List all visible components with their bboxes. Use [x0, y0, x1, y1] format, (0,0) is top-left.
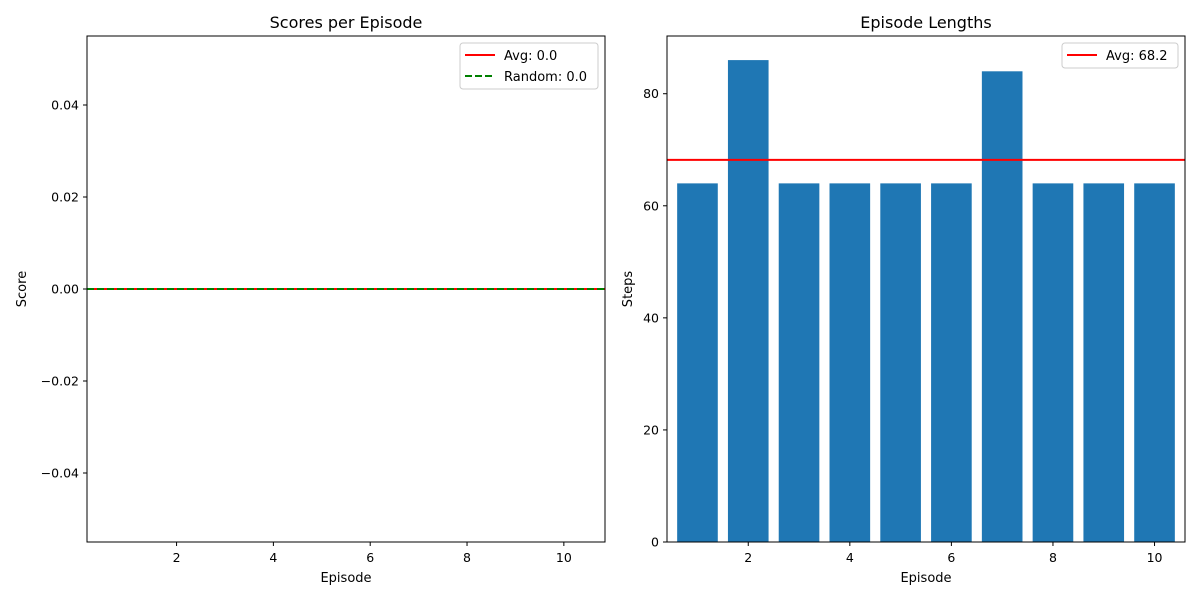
lengths-x-tick-label: 6	[947, 550, 955, 565]
scores-y-ticks: −0.04 −0.02 0.00 0.02 0.04	[41, 98, 87, 481]
scores-x-tick-label: 8	[463, 550, 471, 565]
lengths-bar-episode-7	[981, 71, 1023, 543]
lengths-y-tick-label: 0	[651, 535, 659, 550]
lengths-bar-episode-2	[727, 60, 769, 542]
scores-y-tick-label: −0.04	[41, 466, 79, 481]
scores-x-axis-label: Episode	[320, 571, 371, 586]
lengths-bar-episode-10	[1134, 183, 1175, 542]
scores-legend-avg-label: Avg: 0.0	[504, 49, 557, 64]
lengths-y-tick-label: 20	[643, 422, 659, 437]
lengths-y-ticks: 0 20 40 60 80	[643, 86, 667, 550]
lengths-bar-episode-8	[1032, 183, 1074, 542]
lengths-x-tick-label: 8	[1049, 550, 1057, 565]
scores-y-axis-label: Score	[15, 271, 30, 307]
lengths-bar-episode-1	[677, 183, 718, 542]
lengths-plot-area	[667, 60, 1185, 543]
scores-y-tick-label: 0.02	[51, 190, 79, 205]
scores-chart: Scores per Episode Episode Score 2 4 6 8 10 …	[15, 13, 606, 586]
lengths-legend-avg-label: Avg: 68.2	[1106, 49, 1168, 64]
scores-x-tick-label: 6	[366, 550, 374, 565]
lengths-bar-episode-3	[778, 183, 820, 542]
lengths-bar-episode-6	[931, 183, 972, 542]
lengths-legend: Avg: 68.2	[1061, 42, 1179, 69]
lengths-bar-episode-9	[1083, 183, 1125, 542]
lengths-bar-episode-5	[880, 183, 921, 542]
lengths-y-tick-label: 80	[643, 86, 659, 101]
scores-y-tick-label: −0.02	[41, 374, 79, 389]
lengths-x-tick-label: 4	[846, 550, 854, 565]
scores-y-tick-label: 0.04	[51, 98, 79, 113]
lengths-chart-title: Episode Lengths	[860, 13, 991, 32]
lengths-y-tick-label: 60	[643, 198, 659, 213]
lengths-x-tick-label: 2	[744, 550, 752, 565]
scores-legend: Avg: 0.0 Random: 0.0	[459, 42, 599, 90]
scores-legend-random-label: Random: 0.0	[504, 70, 587, 85]
lengths-legend-box	[1061, 42, 1179, 69]
lengths-x-ticks: 2 4 6 8 10	[744, 542, 1163, 565]
scores-x-tick-label: 4	[269, 550, 277, 565]
scores-x-tick-label: 10	[556, 550, 572, 565]
lengths-axes-frame	[666, 35, 1186, 543]
lengths-chart: Episode Lengths Episode Steps 2 4 6 8 10 0 20…	[621, 13, 1186, 586]
scores-x-tick-label: 2	[173, 550, 181, 565]
lengths-x-axis-label: Episode	[900, 571, 951, 586]
lengths-y-axis-label: Steps	[621, 271, 636, 308]
lengths-y-tick-label: 40	[643, 310, 659, 325]
lengths-x-tick-label: 10	[1147, 550, 1163, 565]
scores-x-ticks: 2 4 6 8 10	[173, 542, 572, 565]
scores-chart-title: Scores per Episode	[270, 13, 423, 32]
scores-y-tick-label: 0.00	[51, 282, 79, 297]
lengths-bar-episode-4	[829, 183, 871, 542]
